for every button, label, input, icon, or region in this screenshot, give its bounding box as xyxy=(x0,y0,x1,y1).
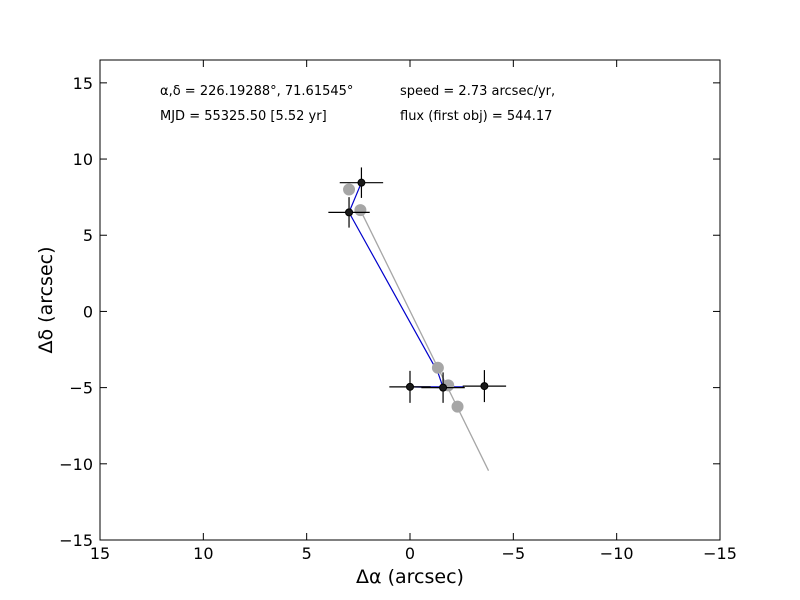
x-tick-label: 0 xyxy=(405,544,415,563)
x-tick-label: −5 xyxy=(502,544,526,563)
observed-point xyxy=(439,383,448,392)
annotation-coords: α,δ = 226.19288°, 71.61545° xyxy=(160,84,353,99)
y-tick-label: 0 xyxy=(83,302,93,321)
y-axis-label: Δδ (arcsec) xyxy=(35,246,57,353)
ticks-layer: 15 10 5 0 −5 −10 −15 −15 −10 −5 0 5 10 15 xyxy=(59,60,737,563)
predicted-point xyxy=(431,361,444,374)
predicted-point xyxy=(451,400,464,413)
x-tick-label: −15 xyxy=(703,544,737,563)
fit-line xyxy=(359,209,490,471)
series-layer xyxy=(328,167,507,471)
y-tick-label: −15 xyxy=(59,531,93,550)
predicted-point xyxy=(354,204,367,217)
annotation-mjd: MJD = 55325.50 [5.52 yr] xyxy=(160,109,327,124)
y-tick-label: −5 xyxy=(69,379,93,398)
predicted-point xyxy=(343,183,356,196)
annotation-speed: speed = 2.73 arcsec/yr, xyxy=(400,84,555,99)
y-tick-label: 15 xyxy=(73,74,93,93)
annotation-flux: flux (first obj) = 544.17 xyxy=(400,109,552,124)
y-tick-label: 5 xyxy=(83,226,93,245)
observed-point xyxy=(345,208,354,217)
x-tick-label: 5 xyxy=(302,544,312,563)
x-tick-label: 15 xyxy=(90,544,110,563)
observed-point xyxy=(480,382,489,391)
y-tick-label: 10 xyxy=(73,150,93,169)
x-tick-label: 10 xyxy=(193,544,213,563)
observed-point xyxy=(357,178,366,187)
y-tick-label: −10 xyxy=(59,455,93,474)
x-tick-label: −10 xyxy=(600,544,634,563)
observed-point xyxy=(406,382,414,391)
plot-background xyxy=(100,60,720,540)
x-axis-label: Δα (arcsec) xyxy=(356,566,464,588)
